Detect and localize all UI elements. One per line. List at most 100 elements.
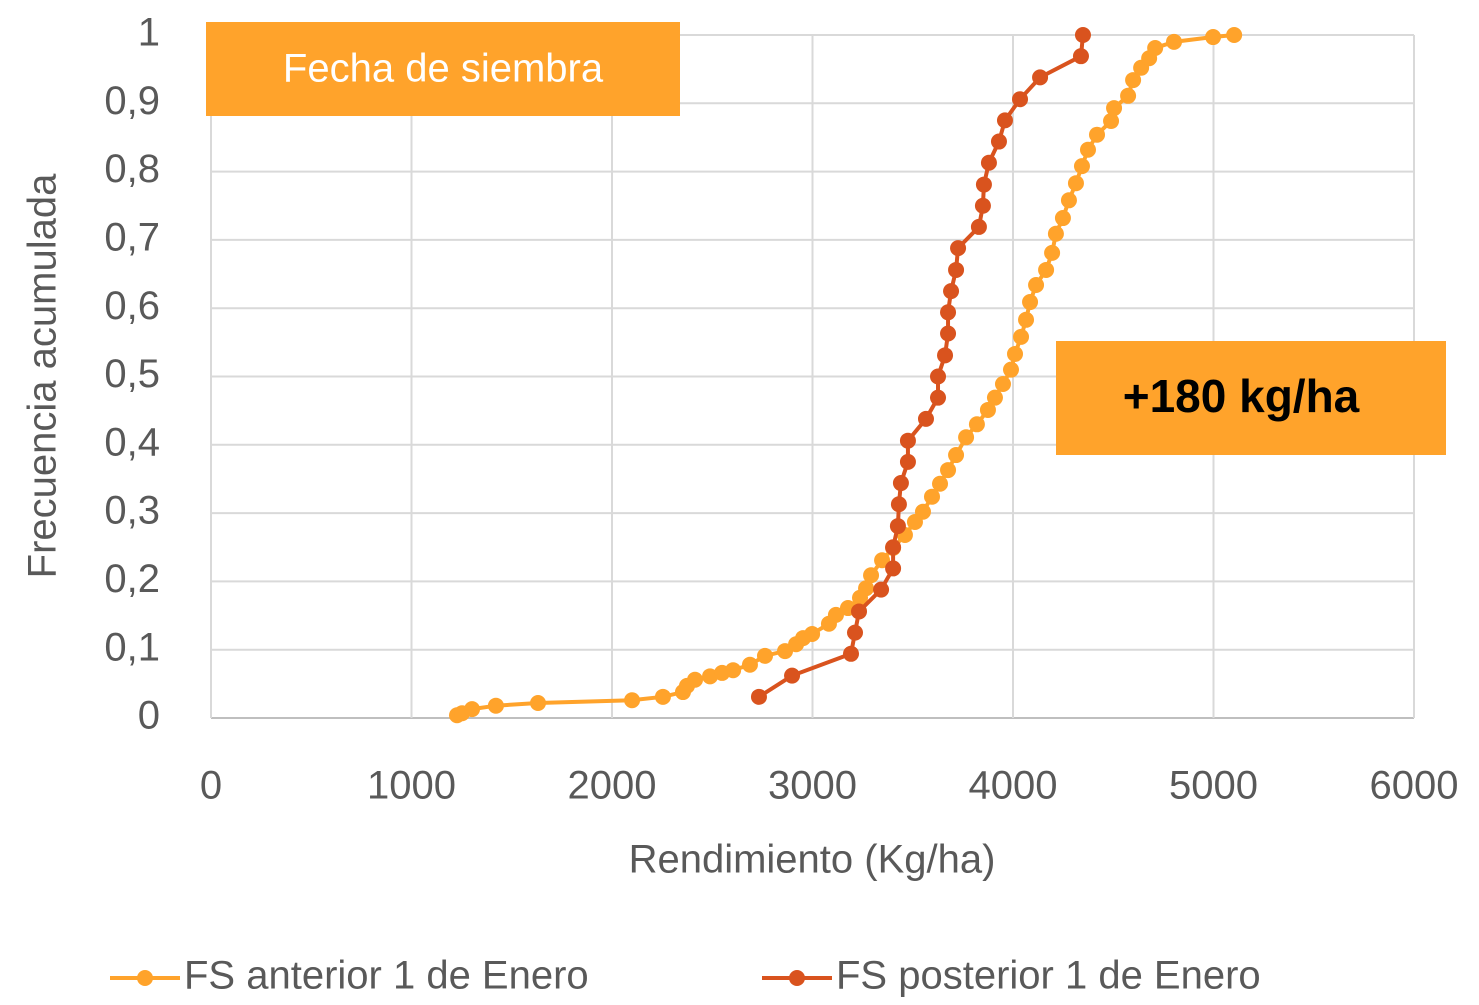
data-point <box>1226 27 1243 43</box>
data-point <box>1044 244 1061 261</box>
data-point <box>937 347 954 364</box>
data-point <box>725 662 742 679</box>
annotation-text: Fecha de siembra <box>283 47 604 91</box>
annotation-box <box>1056 341 1446 455</box>
data-point <box>885 539 902 556</box>
data-point <box>1147 39 1164 56</box>
data-point <box>923 488 940 505</box>
x-tick-label: 5000 <box>1169 764 1258 808</box>
data-point <box>863 567 880 584</box>
y-tick-label: 0,5 <box>104 352 160 396</box>
y-tick-label: 0,9 <box>104 79 160 123</box>
data-point <box>890 496 907 513</box>
annotation-text: +180 kg/ha <box>1123 370 1360 422</box>
data-point <box>1205 29 1222 46</box>
data-point <box>1012 91 1029 108</box>
data-point <box>784 667 801 684</box>
data-point <box>1060 192 1077 209</box>
data-point <box>1054 210 1071 227</box>
data-point <box>851 603 868 620</box>
data-point <box>847 624 864 641</box>
data-point <box>1125 72 1142 89</box>
x-tick-label: 6000 <box>1370 764 1459 808</box>
y-tick-label: 0,4 <box>104 420 160 464</box>
y-axis-title: Frecuencia acumulada <box>21 173 65 578</box>
data-point <box>750 688 767 705</box>
data-point <box>980 154 997 171</box>
y-tick-label: 0,1 <box>104 625 160 669</box>
x-tick-label: 1000 <box>367 764 456 808</box>
legend-label: FS posterior 1 de Enero <box>836 954 1261 998</box>
data-point <box>702 668 719 685</box>
data-point <box>889 518 906 535</box>
data-point <box>974 197 991 214</box>
data-point <box>530 694 547 711</box>
data-point <box>917 410 934 427</box>
data-point <box>958 429 975 446</box>
y-tick-label: 0,3 <box>104 489 160 533</box>
data-point <box>1073 158 1090 175</box>
data-point <box>940 304 957 321</box>
data-point <box>914 503 931 520</box>
data-point <box>756 647 773 664</box>
data-point <box>932 475 949 492</box>
data-point <box>873 581 890 598</box>
data-point <box>1072 48 1089 65</box>
x-tick-label: 4000 <box>969 764 1058 808</box>
data-point <box>970 218 987 235</box>
y-tick-label: 0,7 <box>104 215 160 259</box>
data-point <box>940 462 957 479</box>
data-point <box>1028 276 1045 293</box>
y-tick-label: 0 <box>138 694 160 738</box>
data-point <box>899 432 916 449</box>
series-line <box>757 34 1085 699</box>
data-point <box>1038 261 1055 278</box>
data-point <box>979 401 996 418</box>
data-point <box>1103 113 1120 130</box>
data-point <box>1074 27 1091 43</box>
data-point <box>1013 328 1030 345</box>
y-tick-label: 1 <box>138 11 160 55</box>
y-tick-label: 0,2 <box>104 557 160 601</box>
data-point <box>990 133 1007 150</box>
y-tick-label: 0,8 <box>104 147 160 191</box>
data-point <box>464 701 481 718</box>
data-point <box>1022 294 1039 311</box>
data-point <box>1120 87 1137 104</box>
data-point <box>986 389 1003 406</box>
data-point <box>842 645 859 662</box>
x-tick-label: 3000 <box>768 764 857 808</box>
data-point <box>996 112 1013 129</box>
data-point <box>885 560 902 577</box>
data-point <box>1079 141 1096 158</box>
data-point <box>874 552 891 569</box>
data-point <box>975 176 992 193</box>
x-axis-title: Rendimiento (Kg/ha) <box>629 838 996 882</box>
y-tick-label: 0,6 <box>104 284 160 328</box>
data-point <box>930 368 947 385</box>
data-point <box>487 697 504 714</box>
legend-marker <box>137 970 153 986</box>
data-point <box>687 671 704 688</box>
data-point <box>892 475 909 492</box>
data-point <box>1166 33 1183 50</box>
data-point <box>1002 361 1019 378</box>
data-point <box>994 376 1011 393</box>
data-point <box>654 688 671 705</box>
data-point <box>624 692 641 709</box>
data-point <box>1032 69 1049 86</box>
data-point <box>950 240 967 257</box>
x-tick-label: 2000 <box>568 764 657 808</box>
data-point <box>1018 311 1035 328</box>
data-point <box>1067 175 1084 192</box>
x-tick-label: 0 <box>200 764 222 808</box>
data-point <box>943 283 960 300</box>
legend-marker <box>789 970 805 986</box>
data-point <box>741 656 758 673</box>
data-point <box>1106 100 1123 117</box>
data-point <box>948 447 965 464</box>
annotation-box <box>206 22 680 116</box>
data-point <box>930 389 947 406</box>
data-point <box>858 580 875 597</box>
data-point <box>1007 345 1024 362</box>
